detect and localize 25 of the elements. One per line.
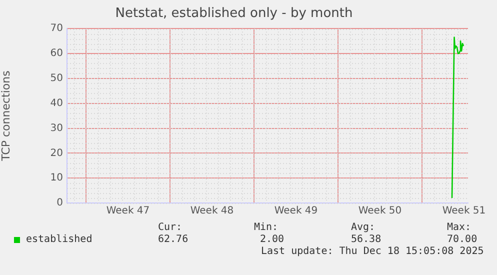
y-tick-label: 0 <box>56 198 63 209</box>
y-tick-label: 30 <box>50 122 63 134</box>
x-tick-label: Week 49 <box>274 206 318 217</box>
text: Avg: <box>351 222 376 234</box>
x-tick-label: Week 51 <box>442 206 486 217</box>
text: 56.38 <box>351 234 382 246</box>
text: 62.76 <box>158 234 188 246</box>
x-tick-label: Week 47 <box>106 206 150 217</box>
chart-title: Netstat, established only - by month <box>115 6 353 22</box>
y-tick-label: 50 <box>50 73 63 84</box>
x-tick-label: Week 50 <box>358 206 402 217</box>
y-tick-label: 40 <box>50 98 63 109</box>
legend-label: established <box>26 234 92 246</box>
y-tick-label: 20 <box>50 148 63 159</box>
text: Last update: Thu Dec 18 15:05:08 2025 <box>261 246 484 258</box>
y-tick-label: 70 <box>50 23 63 34</box>
text: 2.00 <box>260 234 284 246</box>
text: 70.00 <box>447 234 478 246</box>
y-axis-title: TCP connections <box>0 70 12 162</box>
text: Max: <box>447 222 472 234</box>
x-tick-label: Week 48 <box>190 206 234 217</box>
text: Cur: <box>158 222 182 234</box>
y-tick-label: 60 <box>50 48 63 60</box>
y-tick-label: 10 <box>50 172 63 184</box>
text: Min: <box>254 222 278 234</box>
